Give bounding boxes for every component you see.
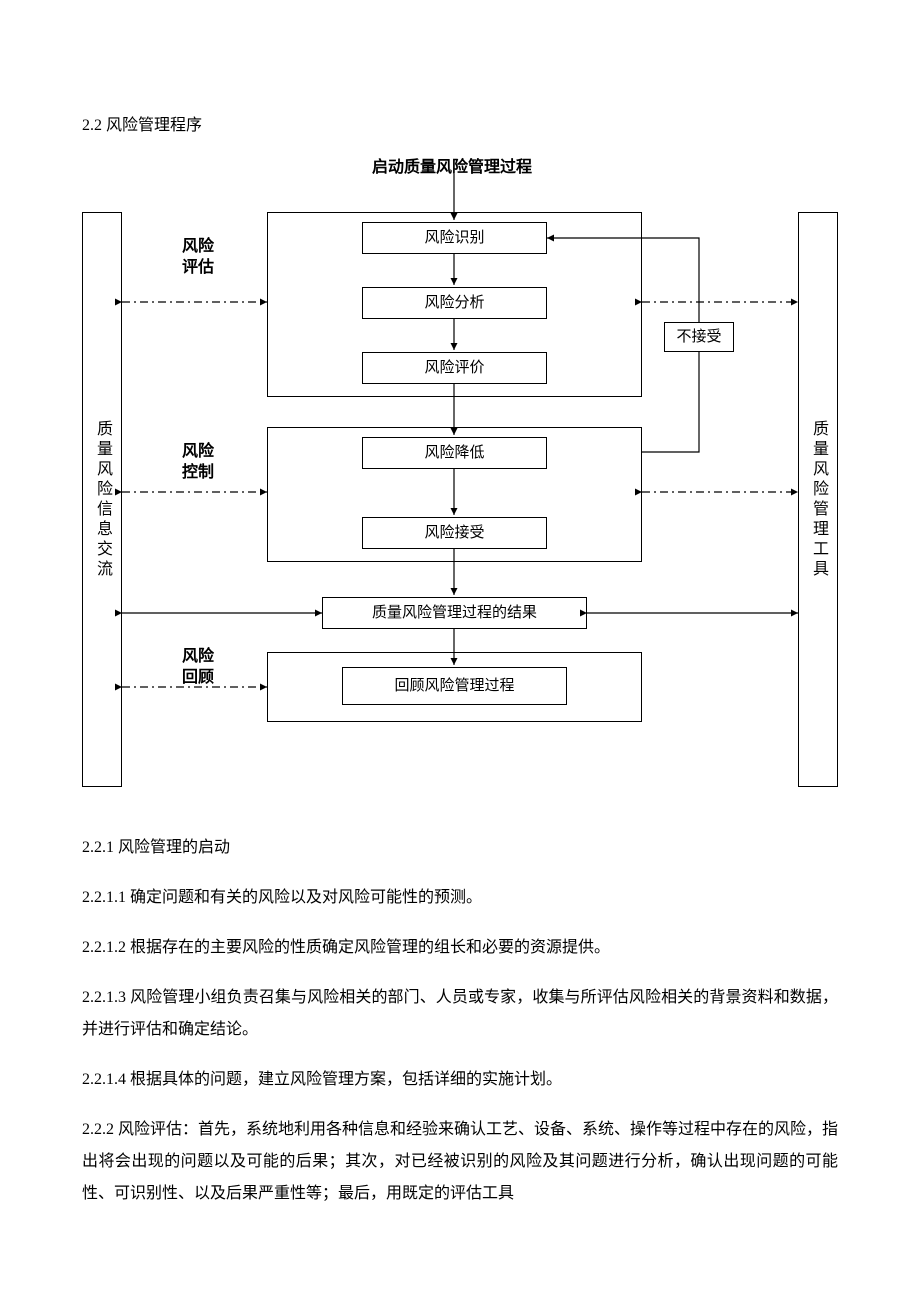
node-review-proc: 回顾风险管理过程 xyxy=(342,667,567,705)
phase-control-label: 风险 控制 xyxy=(182,442,214,484)
left-panel-label: 质量风险信息交流 xyxy=(86,420,118,580)
node-accept: 风险接受 xyxy=(362,517,547,549)
node-identify: 风险识别 xyxy=(362,222,547,254)
section-heading: 2.2 风险管理程序 xyxy=(82,110,838,142)
diagram-title: 启动质量风险管理过程 xyxy=(372,152,532,184)
para-2-2-1-3: 2.2.1.3 风险管理小组负责召集与风险相关的部门、人员或专家，收集与所评估风… xyxy=(82,982,838,1046)
node-analyze: 风险分析 xyxy=(362,287,547,319)
right-panel-label: 质量风险管理工具 xyxy=(802,420,834,580)
left-panel: 质量风险信息交流 xyxy=(82,212,122,787)
node-reduce: 风险降低 xyxy=(362,437,547,469)
para-2-2-2: 2.2.2 风险评估：首先，系统地利用各种信息和经验来确认工艺、设备、系统、操作… xyxy=(82,1114,838,1210)
node-reject: 不接受 xyxy=(664,322,734,352)
para-2-2-1: 2.2.1 风险管理的启动 xyxy=(82,832,838,864)
node-evaluate: 风险评价 xyxy=(362,352,547,384)
phase-assess-label: 风险 评估 xyxy=(182,237,214,279)
phase-review-label: 风险 回顾 xyxy=(182,647,214,689)
right-panel: 质量风险管理工具 xyxy=(798,212,838,787)
para-2-2-1-1: 2.2.1.1 确定问题和有关的风险以及对风险可能性的预测。 xyxy=(82,882,838,914)
para-2-2-1-2: 2.2.1.2 根据存在的主要风险的性质确定风险管理的组长和必要的资源提供。 xyxy=(82,932,838,964)
flowchart-diagram: 启动质量风险管理过程 质量风险信息交流 质量风险管理工具 风险 评估 风险 控制… xyxy=(82,152,838,792)
body-text: 2.2.1 风险管理的启动 2.2.1.1 确定问题和有关的风险以及对风险可能性… xyxy=(82,832,838,1210)
node-result: 质量风险管理过程的结果 xyxy=(322,597,587,629)
para-2-2-1-4: 2.2.1.4 根据具体的问题，建立风险管理方案，包括详细的实施计划。 xyxy=(82,1064,838,1096)
